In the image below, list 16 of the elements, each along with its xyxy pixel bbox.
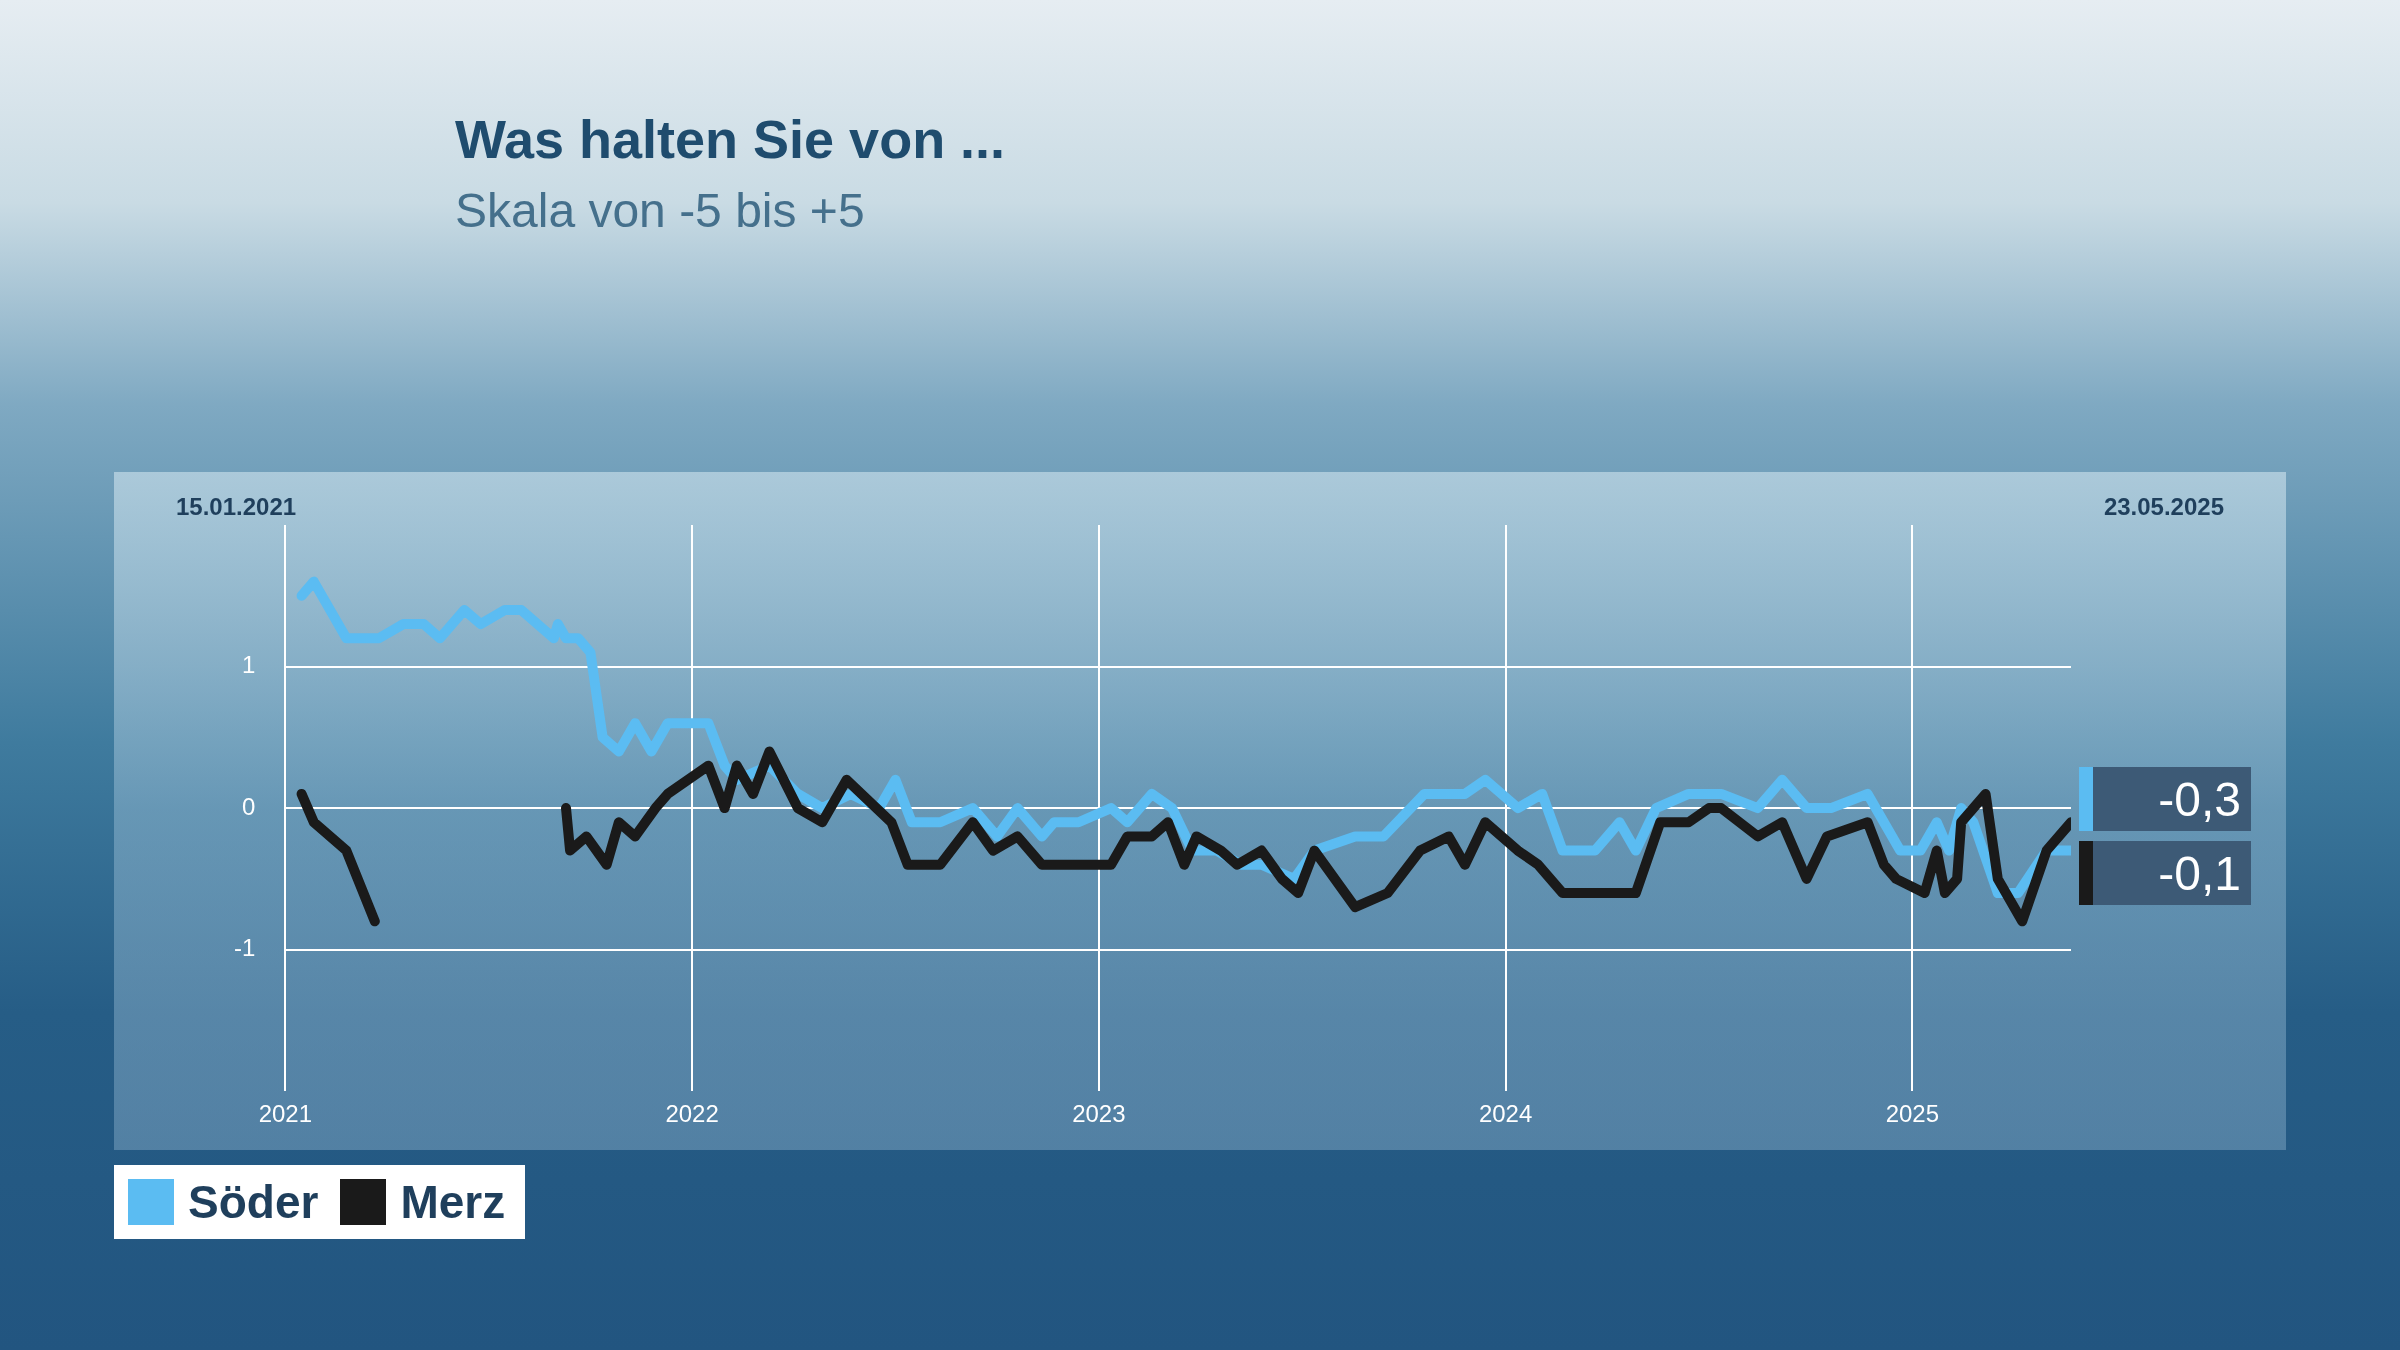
text: 15.01.2021: [176, 492, 297, 520]
data-label: -0,3: [2157, 771, 2242, 827]
x-tick-label: 2025: [1885, 1100, 1940, 1128]
y-tick-label: -1: [234, 934, 256, 962]
y-tick-label: 1: [241, 651, 256, 679]
legend-label: Söder: [188, 1175, 319, 1229]
x-tick-label: 2023: [1072, 1100, 1126, 1128]
y-tick-label: 0: [241, 792, 256, 820]
legend-label: Merz: [400, 1175, 506, 1229]
data-label: -0,1: [2157, 845, 2242, 901]
x-tick-label: 2024: [1478, 1100, 1533, 1128]
x-tick-label: 2021: [258, 1100, 313, 1128]
chart-subtitle: Skala von -5 bis +5: [455, 183, 865, 238]
text: 23.05.2025: [2103, 492, 2224, 520]
x-tick-label: 2022: [665, 1100, 719, 1128]
chart-title: Was halten Sie von ...: [455, 108, 1006, 170]
